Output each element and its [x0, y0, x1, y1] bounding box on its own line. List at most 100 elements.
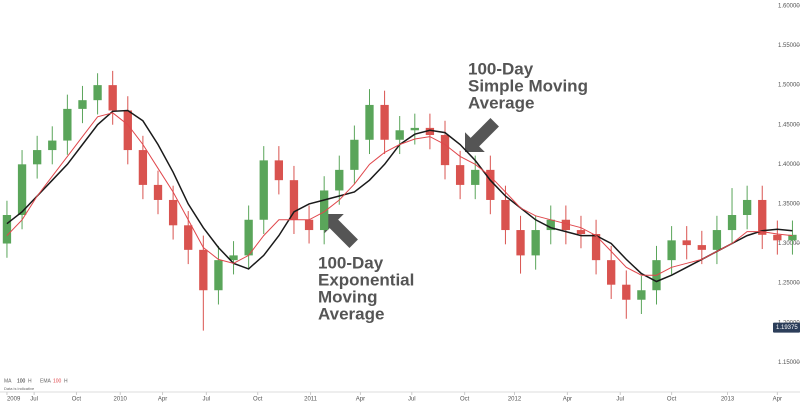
candle-body — [244, 219, 253, 256]
x-tick-label: Apr — [158, 397, 167, 403]
candle-body — [591, 234, 601, 261]
candle-body — [380, 104, 389, 140]
y-tick-label: 1.35000 — [778, 201, 800, 207]
x-tick-label: Apr — [563, 397, 572, 403]
candle-body — [682, 240, 691, 246]
candle-body — [350, 139, 359, 170]
annotation-text: 100-Day — [318, 253, 384, 272]
legend-name: EMA — [40, 378, 52, 384]
y-tick-label: 1.45000 — [778, 122, 800, 128]
candle-body — [108, 85, 117, 111]
candle-body — [471, 169, 480, 185]
candle-body — [516, 230, 525, 256]
x-tick-label: Jul — [616, 397, 624, 403]
candle-body — [742, 199, 752, 216]
x-tick-label: 2013 — [721, 397, 735, 403]
x-tick-label: 2012 — [508, 397, 522, 403]
candle-body — [667, 240, 676, 261]
ema-arrow — [324, 214, 358, 248]
annotation-text: Moving — [318, 287, 378, 306]
annotation-text: 100-Day — [468, 59, 534, 78]
y-tick-label: 1.50000 — [778, 83, 800, 89]
candle-body — [2, 215, 12, 244]
candle-body — [33, 150, 42, 165]
x-tick-label: Oct — [72, 397, 82, 403]
candle-body — [48, 140, 57, 151]
y-tick-label: 1.25000 — [778, 281, 800, 287]
candle-body — [758, 199, 767, 235]
candle-body — [229, 255, 238, 261]
candle-body — [637, 290, 646, 300]
candle-body — [622, 284, 631, 300]
candle-body — [561, 219, 571, 231]
candle-body — [727, 215, 737, 231]
candle-body — [546, 219, 555, 231]
y-tick-label: 1.30000 — [778, 241, 800, 247]
candle-body — [576, 230, 586, 235]
candle-body — [214, 260, 223, 291]
x-tick-label: Jul — [408, 397, 416, 403]
candle-body — [788, 234, 797, 241]
candle-body — [395, 130, 404, 140]
candle-body — [123, 110, 132, 151]
candle-body — [138, 150, 148, 185]
candle-body — [274, 160, 284, 181]
candle-body — [773, 234, 782, 241]
candle-body — [440, 135, 450, 166]
x-tick-label: 2009 — [7, 397, 21, 403]
y-tick-label: 1.40000 — [778, 162, 800, 168]
candle-body — [501, 199, 510, 231]
candle-body — [712, 230, 722, 250]
legend-period: 100 — [53, 378, 62, 384]
candle-body — [289, 180, 299, 220]
candle-body — [455, 165, 465, 185]
x-tick-label: Oct — [253, 397, 263, 403]
last-price-label: 1.19375 — [776, 325, 798, 331]
x-tick-label: 2011 — [304, 397, 318, 403]
candle-body — [17, 164, 27, 216]
candle-body — [607, 260, 616, 285]
candle-body — [78, 100, 87, 109]
candle-body — [320, 190, 329, 231]
candle-body — [199, 249, 208, 291]
candle-body — [304, 219, 314, 231]
candle-body — [531, 230, 540, 256]
candle-body — [335, 169, 344, 191]
annotation-text: Exponential — [318, 270, 414, 289]
candle-body — [410, 127, 419, 131]
arrow — [324, 214, 358, 248]
x-tick-label: Oct — [460, 397, 470, 403]
candle-body — [168, 199, 178, 226]
footnote: Data is indicative — [4, 386, 35, 391]
x-tick-label: Oct — [667, 397, 677, 403]
candle-body — [63, 108, 72, 141]
y-tick-label: 1.60000 — [778, 4, 800, 10]
candle-body — [93, 85, 102, 101]
annotation-text: Average — [318, 304, 384, 323]
candle-body — [425, 127, 435, 136]
x-tick-label: Jul — [203, 397, 211, 403]
arrow — [465, 118, 499, 152]
candle-body — [259, 160, 268, 220]
candle-body — [153, 184, 163, 200]
candle-body — [697, 245, 706, 250]
candle-body — [365, 104, 374, 140]
candle-body — [486, 169, 495, 200]
y-tick-label: 1.15000 — [778, 360, 800, 366]
x-tick-label: Apr — [773, 397, 782, 403]
legend-source: H — [64, 378, 68, 384]
legend-source: H — [28, 378, 32, 384]
candle-body — [184, 225, 193, 250]
x-tick-label: 2010 — [114, 397, 128, 403]
legend-name: MA — [4, 378, 12, 384]
legend-period: 100 — [17, 378, 26, 384]
sma-arrow — [465, 118, 499, 152]
x-tick-label: Jul — [30, 397, 38, 403]
moving-average-line — [6, 112, 793, 276]
annotation-text: Average — [468, 93, 534, 112]
x-tick-label: Apr — [356, 397, 365, 403]
y-tick-label: 1.55000 — [778, 43, 800, 49]
annotation-text: Simple Moving — [468, 76, 588, 95]
last-price-badge — [773, 322, 800, 333]
